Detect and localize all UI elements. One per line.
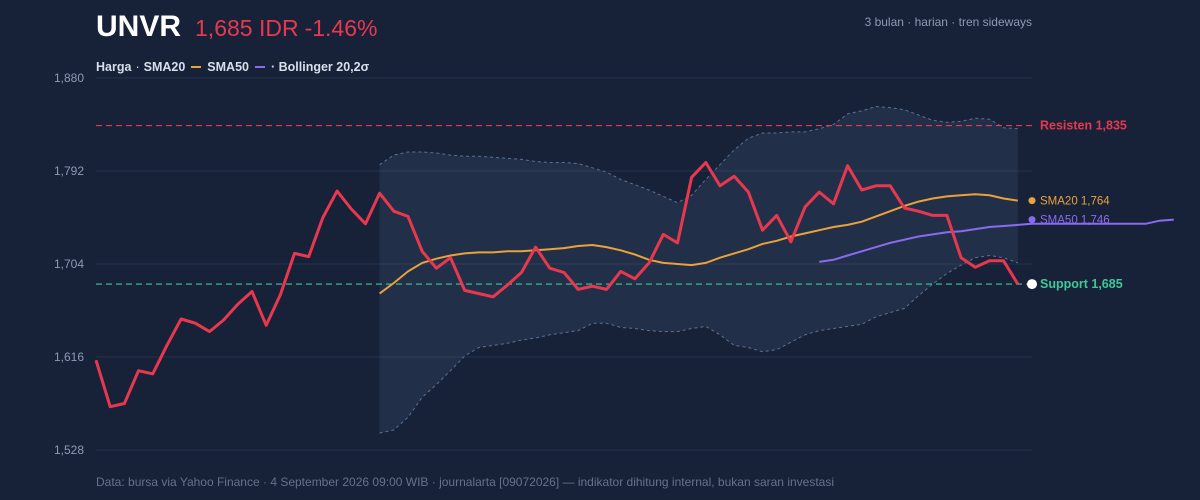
chart-header: UNVR 1,685 IDR -1.46% — [96, 10, 377, 44]
resistance-label: Resisten 1,835 — [1040, 119, 1127, 133]
bollinger-lower-line — [379, 254, 1018, 434]
chart-subtitle: 3 bulan · harian · tren sideways — [864, 15, 1032, 29]
price-quote: 1,685 IDR -1.46% — [195, 15, 377, 42]
price-value: 1,685 IDR — [195, 15, 299, 41]
sma50-label: SMA50 1,746 — [1040, 215, 1110, 227]
legend-price: Harga — [96, 60, 132, 74]
y-tick-label: 1,704 — [54, 257, 84, 271]
price-line — [94, 161, 1020, 409]
legend: Harga · SMA20 SMA50 · Bollinger 20,2σ — [96, 60, 369, 74]
legend-sma20-swatch — [191, 66, 202, 68]
bollinger-upper-line — [379, 105, 1018, 204]
legend-bollinger: · Bollinger 20,2σ — [270, 60, 370, 74]
y-tick-label: 1,616 — [54, 350, 84, 364]
sma20-label: SMA20 1,764 — [1040, 196, 1110, 208]
legend-sma50: SMA50 — [207, 60, 249, 74]
price-change: -1.46% — [304, 15, 378, 41]
support-label: Support 1,685 — [1040, 277, 1123, 291]
y-tick-label: 1,880 — [54, 71, 84, 85]
level-lines-layer — [96, 124, 1032, 285]
bollinger-band-layer — [379, 105, 1018, 434]
sma20-end-marker — [1028, 197, 1036, 205]
legend-separator: · — [135, 60, 140, 74]
y-tick-label: 1,792 — [54, 164, 84, 178]
price-end-marker — [1027, 279, 1037, 290]
series-lines-layer — [94, 161, 1174, 409]
bollinger-band-fill — [379, 106, 1018, 434]
legend-sma50-swatch — [254, 66, 265, 68]
grid-layer: 1,880 1,792 1,704 1,616 1,528 — [54, 71, 1032, 457]
legend-sma20: SMA20 — [143, 60, 186, 74]
sma50-end-marker — [1028, 216, 1036, 224]
y-tick-label: 1,528 — [54, 443, 84, 457]
ticker-symbol: UNVR — [96, 10, 182, 43]
sma50-line — [819, 218, 1174, 263]
label-layer: Resisten 1,835 SMA20 1,764 SMA50 1,746 Supp… — [1040, 119, 1127, 292]
footer-source: Data: bursa via Yahoo Finance · 4 Septem… — [96, 475, 834, 489]
sma20-line — [379, 193, 1018, 295]
